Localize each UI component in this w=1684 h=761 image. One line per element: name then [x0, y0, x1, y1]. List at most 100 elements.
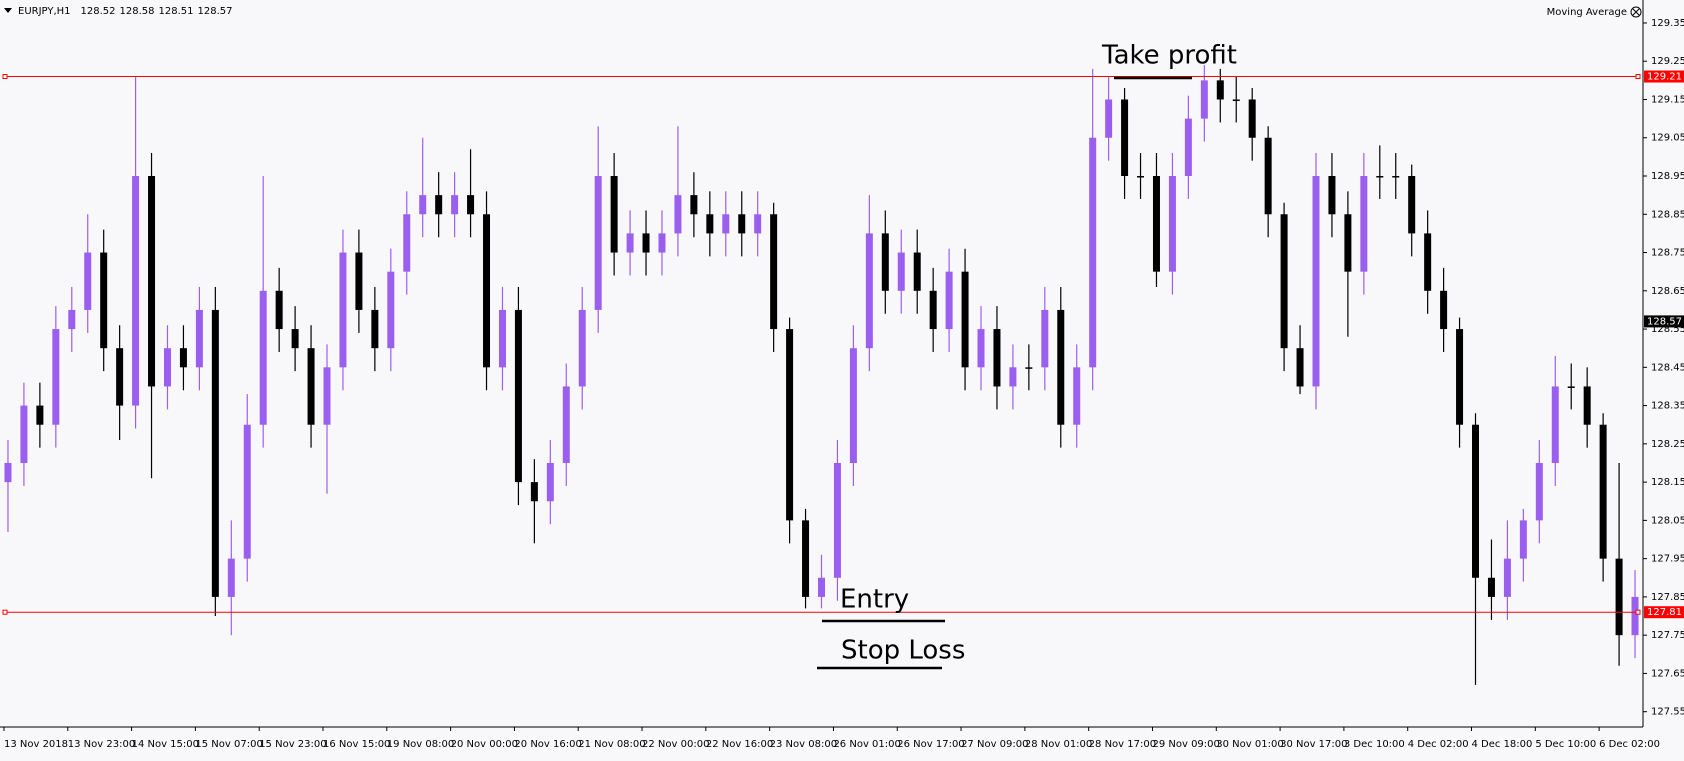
candle-body — [148, 176, 156, 387]
y-tick-label: 128.25 — [1651, 439, 1684, 450]
candle-body — [578, 309, 586, 387]
x-tick-label: 6 Dec 02:00 — [1599, 739, 1660, 750]
x-tick-label: 5 Dec 10:00 — [1535, 739, 1596, 750]
candle-body — [1312, 176, 1320, 387]
x-tick-label: 21 Nov 08:00 — [578, 739, 645, 750]
x-tick-label: 19 Nov 08:00 — [387, 739, 454, 750]
x-tick-label: 4 Dec 18:00 — [1472, 739, 1533, 750]
candle-body — [1089, 137, 1097, 368]
x-tick-label: 22 Nov 16:00 — [706, 739, 773, 750]
candle-body — [530, 482, 538, 502]
candle-body — [1408, 176, 1416, 234]
candle-body — [243, 424, 251, 559]
candle-body — [1296, 348, 1304, 387]
candle-body — [291, 329, 299, 349]
candle-body — [163, 348, 171, 387]
x-tick-label: 13 Nov 2018 — [4, 739, 68, 750]
symbol-title: EURJPY,H1 — [18, 6, 71, 17]
candle-body — [610, 176, 618, 253]
annotation-text: Entry — [840, 585, 909, 615]
candle-body — [626, 233, 634, 253]
candle-body — [929, 290, 937, 330]
candle-body — [68, 309, 76, 330]
candle-body — [849, 348, 857, 463]
candle-body — [754, 214, 762, 234]
x-tick-label: 28 Nov 17:00 — [1089, 739, 1156, 750]
level-handle — [2, 74, 8, 80]
candle-body — [818, 577, 825, 597]
candle-body — [961, 271, 969, 368]
x-tick-label: 23 Nov 08:00 — [770, 739, 837, 750]
y-tick-label: 128.95 — [1651, 171, 1684, 182]
x-tick-label: 20 Nov 16:00 — [514, 739, 581, 750]
x-tick-label: 26 Nov 17:00 — [897, 739, 964, 750]
candle-body — [451, 195, 459, 215]
candle-body — [945, 271, 953, 330]
candle-body — [387, 271, 395, 349]
candle-body — [1073, 367, 1081, 425]
quote-value: 128.58 — [120, 6, 155, 17]
candle-body — [211, 309, 219, 597]
level-price-label: 127.81 — [1647, 607, 1682, 618]
current-price-label: 128.57 — [1647, 316, 1682, 327]
candle-body — [259, 290, 267, 425]
candle-body — [275, 290, 283, 330]
x-tick-label: 3 Dec 10:00 — [1344, 739, 1405, 750]
candle-body — [833, 462, 841, 578]
candle-body — [435, 195, 443, 215]
candle-body — [371, 309, 379, 349]
y-tick-label: 127.55 — [1651, 707, 1684, 718]
candle-body — [993, 329, 1001, 387]
candle-body — [100, 252, 108, 349]
candle-body — [1232, 99, 1240, 101]
candle-body — [658, 233, 666, 253]
candle-body — [1376, 176, 1384, 178]
candle-body — [786, 329, 794, 521]
x-tick-label: 13 Nov 23:00 — [68, 739, 135, 750]
y-tick-label: 129.25 — [1651, 56, 1684, 67]
x-tick-label: 30 Nov 17:00 — [1280, 739, 1347, 750]
candle-body — [323, 367, 331, 425]
candle-body — [977, 329, 985, 368]
candle-body — [1615, 558, 1623, 636]
candle-body — [1168, 176, 1176, 272]
quote-value: 128.57 — [198, 6, 233, 17]
candle-body — [706, 214, 714, 234]
candle-body — [913, 252, 921, 291]
x-tick-label: 26 Nov 01:00 — [833, 739, 900, 750]
y-tick-label: 128.45 — [1651, 362, 1684, 373]
y-tick-label: 128.75 — [1651, 248, 1684, 259]
candle-body — [1392, 176, 1400, 178]
indicator-name[interactable]: Moving Average — [1547, 7, 1627, 18]
candle-body — [514, 309, 522, 483]
candle-body — [1503, 558, 1511, 597]
candle-body — [467, 195, 475, 215]
annotation-text: Stop Loss — [841, 636, 965, 666]
candle-body — [546, 462, 554, 502]
candle-body — [1280, 214, 1288, 349]
symbol-menu-arrow[interactable] — [4, 8, 12, 13]
candle-body — [865, 233, 873, 349]
x-tick-label: 22 Nov 00:00 — [642, 739, 709, 750]
candle-body — [1057, 309, 1065, 425]
y-tick-label: 127.75 — [1651, 630, 1684, 641]
candle-body — [1631, 596, 1639, 636]
candle-body — [1009, 367, 1017, 387]
quote-value: 128.51 — [159, 6, 194, 17]
current-price-box — [1644, 315, 1684, 328]
x-tick-label: 16 Nov 15:00 — [323, 739, 390, 750]
y-tick-label: 128.55 — [1651, 324, 1684, 335]
indicator-close-icon[interactable] — [1630, 6, 1642, 18]
y-tick-label: 128.15 — [1651, 477, 1684, 488]
candle-body — [594, 176, 602, 310]
candle-body — [674, 195, 682, 234]
candle-body — [1519, 520, 1527, 559]
candle-body — [1152, 176, 1160, 272]
level-price-box — [1644, 606, 1684, 619]
candle-body — [1328, 176, 1336, 215]
y-tick-label: 129.35 — [1651, 18, 1684, 29]
candle-body — [1487, 577, 1495, 597]
candle-body — [802, 520, 810, 597]
